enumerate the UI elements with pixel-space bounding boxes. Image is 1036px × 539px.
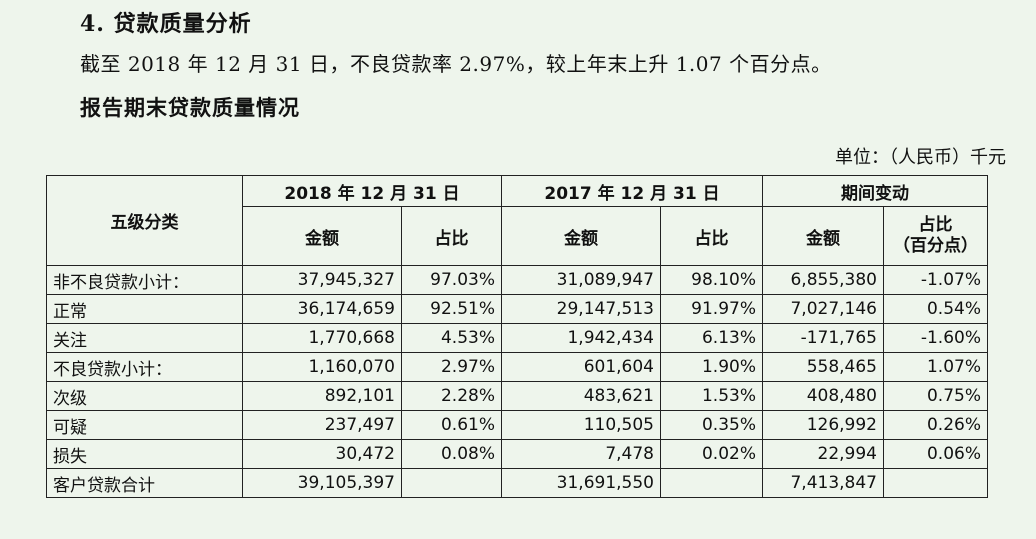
ratio-2018: 4.53% — [401, 323, 502, 353]
ratio-2018: 2.28% — [401, 381, 502, 411]
header-category: 五级分类 — [46, 175, 243, 266]
amount-change: 126,992 — [762, 410, 884, 440]
row-label: 次级 — [46, 381, 243, 411]
ratio-2017: 0.02% — [660, 439, 763, 469]
ratio-2017: 0.35% — [660, 410, 763, 440]
ratio-2018: 0.61% — [401, 410, 502, 440]
ratio-change: 0.54% — [883, 294, 988, 324]
header-group-2017: 2017 年 12 月 31 日 — [501, 175, 763, 207]
header-ratio-2018: 占比 — [401, 206, 502, 266]
row-label: 关注 — [46, 323, 243, 353]
amount-2017: 31,691,550 — [501, 468, 661, 498]
section-title: 4. 贷款质量分析 — [80, 11, 252, 37]
summary-paragraph: 截至 2018 年 12 月 31 日，不良贷款率 2.97%，较上年末上升 1… — [80, 52, 832, 76]
unit-note: 单位：（人民币）千元 — [835, 147, 1006, 168]
ratio-2017 — [660, 468, 763, 498]
header-amount-2018: 金额 — [242, 206, 402, 266]
ratio-change — [883, 468, 988, 498]
amount-2017: 29,147,513 — [501, 294, 661, 324]
ratio-change: 0.06% — [883, 439, 988, 469]
amount-change: 408,480 — [762, 381, 884, 411]
table-row: 正常 36,174,659 92.51% 29,147,513 91.97% 7… — [46, 294, 988, 324]
header-ratio-change-line2: （百分点） — [893, 236, 978, 256]
amount-2018: 30,472 — [242, 439, 402, 469]
amount-2017: 601,604 — [501, 352, 661, 382]
row-label: 非不良贷款小计： — [46, 265, 243, 295]
ratio-2017: 91.97% — [660, 294, 763, 324]
header-ratio-change: 占比 （百分点） — [883, 206, 988, 266]
ratio-2018: 0.08% — [401, 439, 502, 469]
ratio-2018: 2.97% — [401, 352, 502, 382]
amount-2017: 1,942,434 — [501, 323, 661, 353]
ratio-2017: 1.90% — [660, 352, 763, 382]
amount-2018: 39,105,397 — [242, 468, 402, 498]
amount-change: 7,027,146 — [762, 294, 884, 324]
amount-2018: 1,160,070 — [242, 352, 402, 382]
amount-2018: 237,497 — [242, 410, 402, 440]
header-amount-2017: 金额 — [501, 206, 661, 266]
row-label: 客户贷款合计 — [46, 468, 243, 498]
ratio-change: 0.75% — [883, 381, 988, 411]
amount-change: 6,855,380 — [762, 265, 884, 295]
amount-change: -171,765 — [762, 323, 884, 353]
loan-quality-table: 五级分类 2018 年 12 月 31 日 2017 年 12 月 31 日 期… — [46, 175, 988, 498]
amount-change: 7,413,847 — [762, 468, 884, 498]
table-row: 损失 30,472 0.08% 7,478 0.02% 22,994 0.06% — [46, 439, 988, 469]
row-label: 可疑 — [46, 410, 243, 440]
ratio-change: -1.60% — [883, 323, 988, 353]
amount-2018: 37,945,327 — [242, 265, 402, 295]
header-ratio-change-line1: 占比 — [918, 214, 953, 235]
header-group-change: 期间变动 — [762, 175, 988, 207]
ratio-2018: 92.51% — [401, 294, 502, 324]
amount-2017: 31,089,947 — [501, 265, 661, 295]
header-group-2018: 2018 年 12 月 31 日 — [242, 175, 502, 207]
ratio-change: 0.26% — [883, 410, 988, 440]
header-amount-change: 金额 — [762, 206, 884, 266]
header-ratio-2017: 占比 — [660, 206, 763, 266]
ratio-2018: 97.03% — [401, 265, 502, 295]
ratio-2017: 98.10% — [660, 265, 763, 295]
table-row: 关注 1,770,668 4.53% 1,942,434 6.13% -171,… — [46, 323, 988, 353]
ratio-2017: 1.53% — [660, 381, 763, 411]
ratio-change: 1.07% — [883, 352, 988, 382]
ratio-2017: 6.13% — [660, 323, 763, 353]
amount-2017: 110,505 — [501, 410, 661, 440]
amount-2018: 1,770,668 — [242, 323, 402, 353]
amount-change: 558,465 — [762, 352, 884, 382]
row-label: 正常 — [46, 294, 243, 324]
row-label: 不良贷款小计： — [46, 352, 243, 382]
table-row: 非不良贷款小计： 37,945,327 97.03% 31,089,947 98… — [46, 265, 988, 295]
table-row-total: 客户贷款合计 39,105,397 31,691,550 7,413,847 — [46, 468, 988, 498]
table-row: 不良贷款小计： 1,160,070 2.97% 601,604 1.90% 55… — [46, 352, 988, 382]
ratio-change: -1.07% — [883, 265, 988, 295]
amount-2017: 483,621 — [501, 381, 661, 411]
table-row: 可疑 237,497 0.61% 110,505 0.35% 126,992 0… — [46, 410, 988, 440]
ratio-2018 — [401, 468, 502, 498]
amount-change: 22,994 — [762, 439, 884, 469]
table-row: 次级 892,101 2.28% 483,621 1.53% 408,480 0… — [46, 381, 988, 411]
amount-2018: 36,174,659 — [242, 294, 402, 324]
row-label: 损失 — [46, 439, 243, 469]
amount-2018: 892,101 — [242, 381, 402, 411]
amount-2017: 7,478 — [501, 439, 661, 469]
table-title: 报告期末贷款质量情况 — [80, 95, 300, 120]
